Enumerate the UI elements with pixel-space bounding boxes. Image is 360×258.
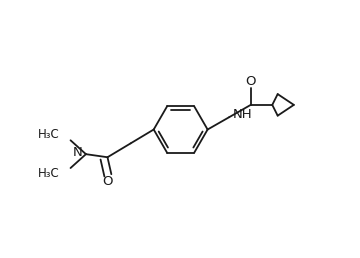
- Text: H₃C: H₃C: [38, 128, 60, 141]
- Text: O: O: [102, 175, 113, 188]
- Text: O: O: [246, 75, 256, 87]
- Text: H₃C: H₃C: [38, 167, 60, 180]
- Text: N: N: [73, 146, 83, 159]
- Text: NH: NH: [233, 108, 253, 122]
